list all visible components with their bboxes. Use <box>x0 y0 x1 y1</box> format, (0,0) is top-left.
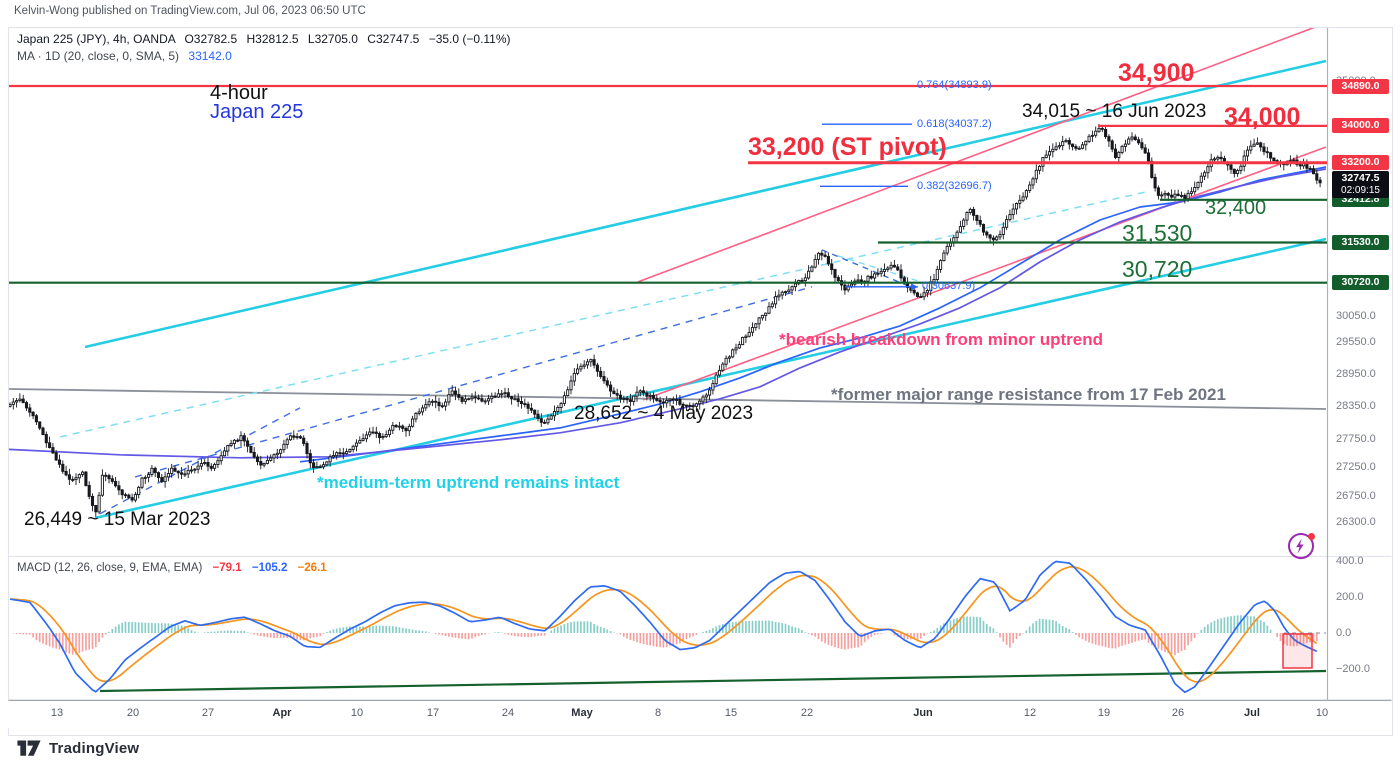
time-label: 24 <box>501 707 515 719</box>
tradingview-logo-text: TradingView <box>49 739 140 757</box>
price-level-badge: 34000.0 <box>1332 118 1389 134</box>
time-label: 10 <box>1315 707 1329 719</box>
price-tick: 26750.0 <box>1336 490 1376 503</box>
moving-averages <box>9 166 1327 463</box>
blue-dashed-peak-fall <box>821 249 909 287</box>
sma-blue <box>299 166 1327 463</box>
macd-tick: 0.0 <box>1336 626 1352 639</box>
price-tick: 28950.0 <box>1336 367 1376 380</box>
price-level-badge: 30720.0 <box>1332 275 1389 291</box>
low-value: L32705.0 <box>307 32 358 46</box>
price-tick: 28350.0 <box>1336 400 1376 413</box>
price-tick: 30050.0 <box>1336 310 1376 323</box>
price-tick: 26300.0 <box>1336 516 1376 529</box>
time-axis[interactable]: 13 20 27 Apr 10 17 24 May 8 15 22 Jun 12 19 26 Jul 10 <box>8 701 1392 728</box>
price-tick: 27750.0 <box>1336 433 1376 446</box>
fib-arrow <box>911 283 918 291</box>
price-axis[interactable]: 35000.030050.029550.028950.028350.027750… <box>1328 28 1392 700</box>
current-price: 32747.5 <box>1341 171 1380 184</box>
cyan-dashed-trend <box>59 190 1151 438</box>
time-label: 20 <box>126 707 140 719</box>
candlestick-series <box>9 124 1322 517</box>
current-price-badge: 32747.5 02:09:15 <box>1332 170 1389 198</box>
open-value: O32782.5 <box>184 32 238 46</box>
macd-legend: MACD (12, 26, close, 9, EMA, EMA) −79.1 … <box>17 562 327 574</box>
time-label-month: Jul <box>1244 707 1260 719</box>
cyan-channel-upper <box>84 59 1327 349</box>
symbol-legend: Japan 225 (JPY), 4h, OANDA O32782.5 H328… <box>17 32 511 46</box>
macd-tick: 400.0 <box>1336 554 1364 567</box>
macd-tick: −200.0 <box>1336 662 1370 675</box>
trendlines <box>9 28 1327 520</box>
published-line: Kelvin-Wong published on TradingView.com… <box>14 5 366 17</box>
blue-dashed-trend <box>134 286 813 478</box>
tradingview-logo-icon <box>17 740 41 756</box>
time-label: 22 <box>800 707 814 719</box>
time-label: 19 <box>1097 707 1111 719</box>
close-value: C32747.5 <box>367 32 420 46</box>
macd-line <box>9 560 1318 694</box>
flash-icon[interactable] <box>1288 533 1315 559</box>
time-label-month: May <box>571 707 593 719</box>
notification-dot <box>1308 533 1315 540</box>
macd-hist-value: −79.1 <box>212 562 242 574</box>
time-label: 17 <box>426 707 440 719</box>
time-label: 26 <box>1171 707 1185 719</box>
tradingview-logo[interactable]: TradingView <box>16 737 139 759</box>
blue-dashed-short <box>99 407 301 515</box>
price-tick: 29550.0 <box>1336 336 1376 349</box>
bar-countdown: 02:09:15 <box>1341 184 1380 196</box>
high-value: H32812.5 <box>246 32 299 46</box>
time-label: 15 <box>724 707 738 719</box>
time-label: 27 <box>201 707 215 719</box>
time-label: 10 <box>350 707 364 719</box>
macd-line-value: −105.2 <box>251 562 288 574</box>
support-resistance-levels <box>9 84 1327 291</box>
macd-pane <box>9 560 1327 694</box>
macd-green-trendline <box>99 669 1327 693</box>
price-level-badge: 31530.0 <box>1332 234 1389 250</box>
price-level-badge: 33200.0 <box>1332 155 1389 171</box>
macd-label: MACD (12, 26, close, 9, EMA, EMA) <box>17 562 203 574</box>
price-level-badge: 34890.0 <box>1332 78 1389 94</box>
price-tick: 27250.0 <box>1336 461 1376 474</box>
time-label: 8 <box>654 707 662 719</box>
macd-signal-value: −26.1 <box>297 562 327 574</box>
change-value: −35.0 (−0.11%) <box>428 32 511 46</box>
ma-label: MA · 1D (20, close, 0, SMA, 5) <box>17 49 180 63</box>
ma-legend: MA · 1D (20, close, 0, SMA, 5) 33142.0 <box>17 49 232 63</box>
time-label: 13 <box>50 707 64 719</box>
cyan-uptrend-support <box>94 237 1327 520</box>
pink-minor-uptrend-lower <box>642 146 1327 401</box>
macd-bearish-cross-highlight <box>1282 633 1313 669</box>
time-label-month: Apr <box>272 707 292 719</box>
time-label: 12 <box>1023 707 1037 719</box>
symbol-title: Japan 225 (JPY), 4h, OANDA <box>17 32 176 46</box>
time-label-month: Jun <box>913 707 933 719</box>
macd-signal-line <box>9 565 1318 683</box>
pink-minor-uptrend-upper <box>637 28 1315 283</box>
macd-tick: 200.0 <box>1336 590 1364 603</box>
ma-value: 33142.0 <box>188 49 232 63</box>
lightning-bolt-icon <box>1296 538 1304 554</box>
ma-indigo <box>9 168 1327 459</box>
